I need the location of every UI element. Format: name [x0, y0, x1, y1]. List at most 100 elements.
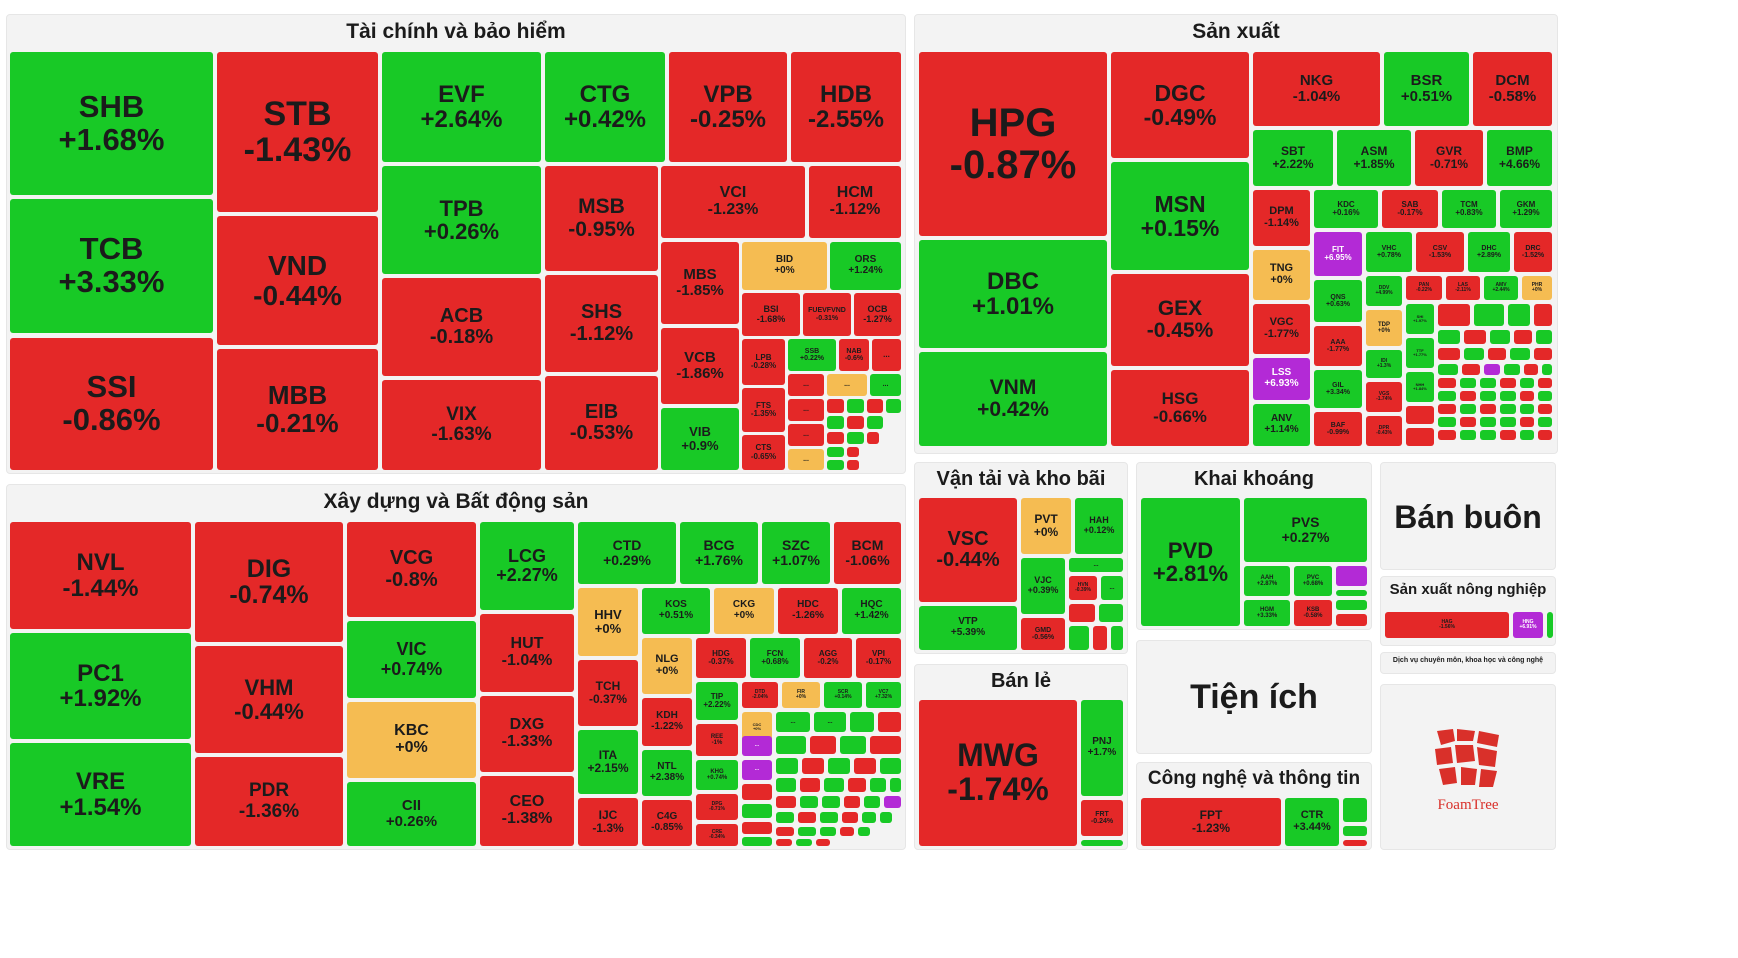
stock-tile[interactable] — [1520, 430, 1534, 440]
stock-tile-vtp[interactable]: VTP +5.39% — [919, 606, 1017, 650]
stock-tile-anv[interactable]: ANV +1.14% — [1253, 404, 1310, 446]
stock-tile[interactable] — [1460, 417, 1476, 427]
stock-tile-pvd[interactable]: PVD +2.81% — [1141, 498, 1240, 626]
stock-tile[interactable] — [820, 812, 838, 823]
stock-tile-tcb[interactable]: TCB +3.33% — [10, 199, 213, 333]
stock-tile-dgc[interactable]: DGC -0.49% — [1111, 52, 1249, 158]
stock-tile-ckg[interactable]: CKG +0% — [714, 588, 774, 634]
stock-tile-amv[interactable]: AMV +2.44% — [1484, 276, 1518, 300]
stock-tile[interactable] — [1069, 604, 1095, 622]
stock-tile-fcn[interactable]: FCN +0.68% — [750, 638, 800, 678]
stock-tile[interactable] — [840, 827, 854, 836]
stock-tile[interactable] — [1099, 604, 1123, 622]
stock-tile[interactable] — [847, 460, 859, 470]
stock-tile-msb[interactable]: MSB -0.95% — [545, 166, 658, 271]
stock-tile-hng[interactable]: HNG +6.91% — [1513, 612, 1543, 638]
stock-tile-bsr[interactable]: BSR +0.51% — [1384, 52, 1469, 126]
stock-tile[interactable] — [890, 778, 901, 792]
stock-tile-tch[interactable]: TCH -0.37% — [578, 660, 638, 726]
stock-tile-kos[interactable]: KOS +0.51% — [642, 588, 710, 634]
stock-tile[interactable] — [1480, 404, 1496, 414]
stock-tile-dpm[interactable]: DPM -1.14% — [1253, 190, 1310, 246]
stock-tile-vnd[interactable]: VND -0.44% — [217, 216, 378, 345]
stock-tile[interactable] — [1538, 378, 1552, 388]
stock-tile-hsg[interactable]: HSG -0.66% — [1111, 370, 1249, 446]
stock-tile[interactable] — [1438, 348, 1460, 360]
stock-tile-scr[interactable]: SCR +0.14% — [824, 682, 862, 708]
stock-tile[interactable] — [1336, 600, 1367, 610]
stock-tile-ors[interactable]: ORS +1.24% — [830, 242, 901, 290]
stock-tile[interactable] — [1547, 612, 1553, 638]
stock-tile[interactable]: ... — [788, 399, 824, 421]
stock-tile-lcg[interactable]: LCG +2.27% — [480, 522, 574, 610]
stock-tile[interactable] — [827, 416, 844, 429]
stock-tile[interactable] — [847, 416, 864, 429]
stock-tile-ctg[interactable]: CTG +0.42% — [545, 52, 665, 162]
stock-tile-cts[interactable]: CTS -0.65% — [742, 435, 785, 470]
stock-tile[interactable] — [798, 827, 816, 836]
stock-tile[interactable] — [1524, 364, 1538, 375]
stock-tile[interactable] — [844, 796, 860, 808]
stock-tile-aaa[interactable]: AAA -1.77% — [1314, 326, 1362, 366]
stock-tile[interactable] — [1536, 330, 1552, 344]
stock-tile[interactable]: ... — [872, 339, 901, 371]
stock-tile-eib[interactable]: EIB -0.53% — [545, 376, 658, 470]
stock-tile-bcg[interactable]: BCG +1.76% — [680, 522, 758, 584]
stock-tile[interactable] — [827, 447, 844, 457]
stock-tile-pc1[interactable]: PC1 +1.92% — [10, 633, 191, 739]
stock-tile[interactable] — [1406, 406, 1434, 424]
stock-tile[interactable] — [1520, 391, 1534, 401]
stock-tile[interactable] — [1500, 417, 1516, 427]
stock-tile-gil[interactable]: GIL +3.34% — [1314, 370, 1362, 408]
stock-tile-vcb[interactable]: VCB -1.86% — [661, 328, 739, 404]
stock-tile[interactable] — [742, 804, 772, 818]
stock-tile[interactable] — [1484, 364, 1500, 375]
stock-tile[interactable] — [870, 736, 901, 754]
stock-tile[interactable] — [776, 796, 796, 808]
stock-tile[interactable] — [1406, 428, 1434, 446]
stock-tile-hgm[interactable]: HGM +3.33% — [1244, 600, 1290, 626]
stock-tile-pvs[interactable]: PVS +0.27% — [1244, 498, 1367, 562]
stock-tile-dtd[interactable]: DTD -2.04% — [742, 682, 778, 708]
stock-tile[interactable] — [1438, 417, 1456, 427]
stock-tile-csv[interactable]: CSV -1.53% — [1416, 232, 1464, 272]
stock-tile-ijc[interactable]: IJC -1.3% — [578, 798, 638, 846]
stock-tile[interactable]: ... — [827, 374, 867, 396]
stock-tile-hdb[interactable]: HDB -2.55% — [791, 52, 901, 162]
stock-tile-ddv[interactable]: DDV +4.99% — [1366, 276, 1402, 306]
stock-tile[interactable] — [776, 827, 794, 836]
stock-tile-gex[interactable]: GEX -0.45% — [1111, 274, 1249, 366]
stock-tile-agg[interactable]: AGG -0.2% — [804, 638, 852, 678]
stock-tile-vix[interactable]: VIX -1.63% — [382, 380, 541, 470]
stock-tile-vcg[interactable]: VCG -0.8% — [347, 522, 476, 617]
stock-tile-dpg[interactable]: DPG -0.71% — [696, 794, 738, 820]
stock-tile[interactable] — [810, 736, 836, 754]
stock-tile[interactable] — [1480, 378, 1496, 388]
stock-tile-bcm[interactable]: BCM -1.06% — [834, 522, 901, 584]
stock-tile[interactable] — [1534, 304, 1552, 326]
stock-tile-vsc[interactable]: VSC -0.44% — [919, 498, 1017, 602]
sector-whs[interactable]: Bán buôn — [1380, 462, 1556, 570]
stock-tile[interactable] — [1343, 826, 1367, 836]
stock-tile-ksb[interactable]: KSB -0.58% — [1294, 600, 1332, 626]
stock-tile[interactable] — [827, 432, 844, 444]
stock-tile[interactable] — [1488, 348, 1506, 360]
stock-tile[interactable]: ... — [1101, 576, 1123, 600]
stock-tile-frt[interactable]: FRT -0.24% — [1081, 800, 1123, 836]
stock-tile-vpb[interactable]: VPB -0.25% — [669, 52, 787, 162]
stock-tile-kbc[interactable]: KBC +0% — [347, 702, 476, 778]
stock-tile[interactable] — [742, 837, 772, 846]
stock-tile-nab[interactable]: NAB -0.6% — [839, 339, 869, 371]
stock-tile-acb[interactable]: ACB -0.18% — [382, 278, 541, 376]
stock-tile[interactable] — [848, 778, 866, 792]
stock-tile[interactable] — [1510, 348, 1530, 360]
stock-tile[interactable] — [1520, 417, 1534, 427]
stock-tile[interactable]: ... — [870, 374, 901, 396]
stock-tile[interactable] — [1514, 330, 1532, 344]
stock-tile-vpi[interactable]: VPI -0.17% — [856, 638, 901, 678]
stock-tile-pvc[interactable]: PVC +0.68% — [1294, 566, 1332, 596]
stock-tile[interactable] — [796, 839, 812, 846]
stock-tile[interactable] — [847, 399, 864, 413]
stock-tile-gmd[interactable]: GMD -0.56% — [1021, 618, 1065, 650]
stock-tile[interactable] — [776, 778, 796, 792]
